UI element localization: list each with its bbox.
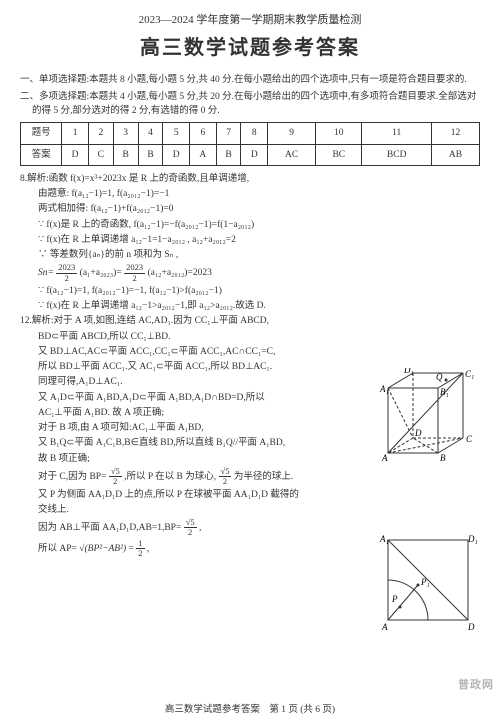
explain-line: BD⊂平面 ABCD,所以 CC₁⊥BD.: [20, 330, 480, 344]
svg-text:P: P: [391, 594, 398, 604]
explain-line: ∵ 等差数列{aₙ}的前 n 项和为 Sₙ ,: [20, 248, 480, 262]
section-1: 一、单项选择题:本题共 8 小题,每小题 5 分,共 40 分.在每小题给出的四…: [20, 73, 480, 87]
svg-text:A₁: A₁: [379, 534, 389, 544]
explain-label: 8.解析:: [20, 174, 49, 184]
explain-line: ∵ f(x)在 R 上单调递增 a₁₂−1>a₂₀₁₂−1,即 a₁₂>a₂₀₁…: [20, 299, 480, 313]
explain-line: 交线上.: [20, 503, 480, 517]
svg-text:A: A: [381, 622, 388, 632]
svg-text:D₁: D₁: [467, 534, 478, 544]
svg-text:D: D: [467, 622, 475, 632]
explain-sn-line: Sn= 20232 (a₁+a₂₀₂₃)= 20232 (a₁₂+a₂₀₁₂)=…: [20, 263, 480, 283]
table-row: 题号 1 2 3 4 5 6 7 8 9 10 11 12: [21, 123, 480, 144]
explain-12: 12.解析:对于 A 项,如图,连结 AC,AD₁.因为 CC₁⊥平面 ABCD…: [20, 314, 480, 328]
explain-label: 12.解析:: [20, 316, 54, 326]
watermark: 普政网: [458, 677, 494, 694]
svg-text:B₁: B₁: [440, 387, 449, 397]
explain-line: 由题意: f(a₁₂−1)=1, f(a₂₀₁₂−1)=−1: [20, 187, 480, 201]
square-diagram: A₁ D₁ A D P P₁: [378, 530, 478, 640]
exam-header: 2023—2024 学年度第一学期期末教学质量检测: [20, 12, 480, 29]
answer-table: 题号 1 2 3 4 5 6 7 8 9 10 11 12 答案 D C B B…: [20, 122, 480, 166]
table-row: 答案 D C B B D A B D AC BC BCD AB: [21, 144, 480, 165]
svg-text:P₁: P₁: [420, 577, 430, 587]
svg-text:Q: Q: [436, 372, 443, 382]
svg-text:D₁: D₁: [403, 368, 414, 375]
svg-text:C: C: [466, 434, 473, 444]
page-footer: 高三数学试题参考答案 第 1 页 (共 6 页): [0, 703, 500, 717]
explain-line: ∵ f(x)是 R 上的奇函数, f(a₁₂−1)=−f(a₂₀₁₂−1)=f(…: [20, 218, 480, 232]
page-title: 高三数学试题参考答案: [20, 33, 480, 63]
svg-text:C₁: C₁: [465, 369, 474, 379]
svg-text:A₁: A₁: [379, 384, 389, 394]
svg-text:A: A: [381, 453, 388, 463]
section-2: 二、多项选择题:本题共 4 小题,每小题 5 分,共 20 分.在每小题给出的四…: [20, 90, 480, 119]
svg-text:B: B: [440, 453, 446, 463]
svg-text:D: D: [414, 428, 422, 438]
cube-diagram: A₁ B₁ C₁ D₁ A B C D Q: [378, 368, 478, 473]
explain-line: 又 BD⊥AC,AC⊂平面 ACC₁,CC₁⊂平面 ACC₁,AC∩CC₁=C,: [20, 345, 480, 359]
explain-line: ∵ f(x)在 R 上单调递增 a₁₂−1=1−a₂₀₁₂ , a₁₂+a₂₀₁…: [20, 233, 480, 247]
explain-8: 8.解析:函数 f(x)=x³+2023x 是 R 上的奇函数,且单调递增,: [20, 172, 480, 186]
explain-line: 两式相加得: f(a₁₂−1)+f(a₂₀₁₂−1)=0: [20, 202, 480, 216]
explain-line: 又 P 为侧面 AA₁D₁D 上的点,所以 P 在球被平面 AA₁D₁D 截得的: [20, 488, 480, 502]
explain-line: ∵ f(a₁₂−1)=1, f(a₂₀₁₂−1)=−1, f(a₁₂−1)>f(…: [20, 284, 480, 298]
